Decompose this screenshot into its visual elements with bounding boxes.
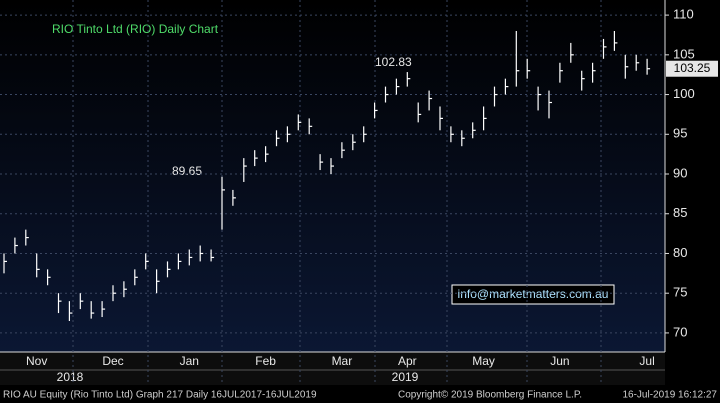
website: info@marketmatters.com.au <box>458 287 609 301</box>
y-tick-label: 110 <box>673 7 694 22</box>
website-box <box>451 284 615 305</box>
footer-left: RIO AU Equity (Rio Tinto Ltd) Graph 217 … <box>3 390 317 401</box>
last-price-label: 103.25 <box>674 61 711 75</box>
x-tick-label: Jul <box>639 354 654 368</box>
annotation: 89.65 <box>172 164 202 178</box>
x-tick-label: Feb <box>255 354 276 368</box>
y-tick-label: 85 <box>673 205 687 220</box>
y-tick-label: 90 <box>673 165 687 180</box>
x-tick-label: Jun <box>550 354 569 368</box>
footer-center: Copyright© 2019 Bloomberg Finance L.P. <box>398 390 582 401</box>
x-tick-label: Apr <box>398 354 417 368</box>
annotation: 102.83 <box>375 55 412 69</box>
chart-title: RIO Tinto Ltd (RIO) Daily Chart <box>52 22 219 36</box>
x-tick-label: May <box>472 354 495 368</box>
y-tick-label: 100 <box>673 86 695 101</box>
x-tick-label: Jan <box>180 354 199 368</box>
last-price-box <box>666 60 718 77</box>
year-label: 2018 <box>57 370 84 384</box>
y-tick-label: 95 <box>673 126 687 141</box>
y-tick-label: 105 <box>673 46 695 61</box>
y-tick-label: 80 <box>673 245 687 260</box>
footer-right: 16-Jul-2019 16:12:27 <box>622 390 717 401</box>
x-tick-label: Mar <box>332 354 353 368</box>
x-tick-label: Dec <box>102 354 123 368</box>
x-axis-area <box>0 352 665 385</box>
y-tick-label: 75 <box>673 285 687 300</box>
x-tick-label: Nov <box>26 354 47 368</box>
y-tick-label: 70 <box>673 324 687 339</box>
year-label: 2019 <box>392 370 419 384</box>
